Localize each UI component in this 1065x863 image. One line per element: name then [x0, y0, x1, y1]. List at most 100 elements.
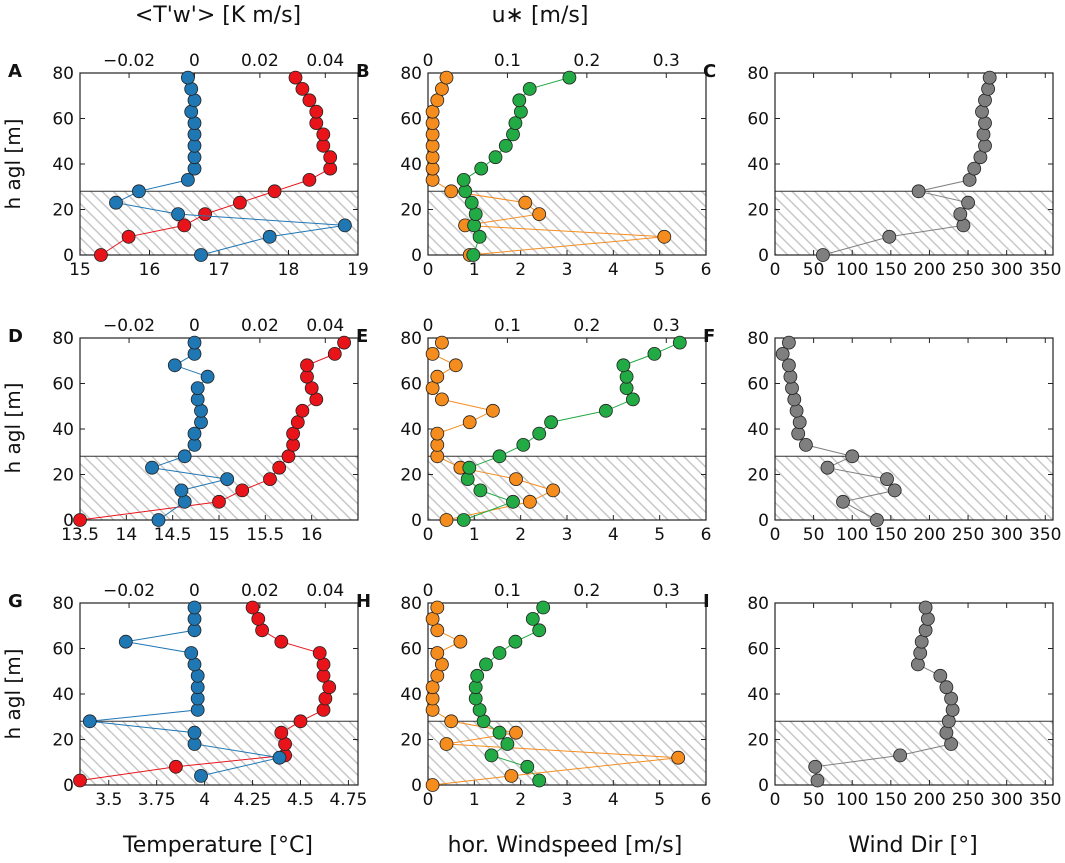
y-tick-label: 80: [52, 594, 74, 614]
x-tick-label-bottom: 4: [608, 525, 619, 545]
data-point: [975, 104, 989, 119]
x-tick-label-bottom: 15: [208, 525, 230, 545]
data-point: [485, 403, 500, 418]
data-point: [430, 600, 445, 615]
x-tick-label-bottom: 300: [990, 260, 1022, 280]
data-point: [458, 184, 473, 199]
data-point: [799, 437, 813, 452]
y-tick-label: 80: [400, 329, 422, 349]
data-point: [316, 127, 331, 142]
x-tick-label-top: 0.02: [241, 316, 279, 336]
data-point: [187, 116, 202, 130]
bottom-label-winddir: Wind Dir [°]: [848, 833, 978, 858]
x-tick-label-bottom: 50: [803, 260, 825, 280]
data-point: [522, 82, 537, 96]
y-tick-label: 80: [400, 594, 422, 614]
data-point: [616, 358, 631, 373]
series-u: [456, 335, 687, 527]
data-point: [121, 229, 136, 244]
data-point: [184, 104, 199, 119]
data-point: [300, 358, 314, 373]
data-point: [492, 449, 507, 464]
panel-letter: A: [8, 61, 22, 82]
x-tick-label-bottom: 300: [990, 525, 1022, 545]
data-point: [509, 725, 523, 740]
x-tick-label-top: 0.04: [306, 581, 344, 601]
top-label-ustar: u∗ [m/s]: [492, 3, 589, 28]
data-point: [981, 82, 995, 96]
y-tick-label: 80: [52, 64, 74, 84]
data-point: [532, 623, 547, 638]
data-point: [845, 449, 860, 464]
y-tick-label: 80: [747, 329, 769, 349]
data-point: [187, 600, 202, 615]
data-point: [267, 184, 282, 199]
panel-i: I 0 20 40 60 80 0 50 100 150 200 250 300 350: [703, 591, 1062, 810]
y-tick-label: 40: [747, 685, 769, 705]
data-point: [200, 369, 215, 384]
data-point: [512, 93, 527, 108]
data-point: [657, 229, 672, 244]
hatch-region: [775, 191, 1053, 255]
y-tick-label: 0: [411, 776, 422, 796]
y-tick-label: 0: [411, 511, 422, 531]
x-tick-label-bottom: 16: [301, 525, 323, 545]
y-tick-label: 0: [63, 511, 74, 531]
bottom-label-windspeed: hor. Windspeed [m/s]: [448, 833, 683, 858]
data-point: [460, 472, 475, 487]
data-point: [918, 600, 933, 615]
panel-letter: G: [8, 591, 23, 612]
x-tick-label-bottom: 17: [208, 260, 230, 280]
data-point: [982, 70, 997, 85]
x-tick-label-bottom: 13.5: [61, 525, 99, 545]
x-tick-label-top: 0.04: [306, 51, 344, 71]
data-point: [467, 218, 482, 233]
series-u: [468, 600, 551, 788]
x-tick-label-top: 0: [423, 51, 434, 71]
x-tick-label-bottom: 350: [1029, 260, 1061, 280]
data-point: [337, 335, 352, 350]
data-point: [672, 335, 687, 350]
y-tick-label: 0: [63, 246, 74, 266]
bottom-label-temperature: Temperature [°C]: [122, 833, 313, 858]
data-point: [456, 513, 471, 527]
x-tick-label-bottom: 250: [952, 525, 984, 545]
hatch-region: [775, 721, 1053, 785]
data-point: [808, 759, 823, 774]
y-tick-label: 0: [411, 246, 422, 266]
data-point: [870, 513, 884, 527]
data-point: [506, 494, 520, 509]
data-point: [508, 634, 523, 649]
panel-f: F 0 20 40 60 80 0 50 100 150 200 250 300 350: [703, 326, 1062, 545]
x-tick-label-top: 0.3: [653, 51, 680, 71]
data-point: [118, 634, 133, 649]
x-tick-label-bottom: 6: [701, 525, 712, 545]
y-tick-label: 60: [400, 640, 422, 660]
x-tick-label-top: 0.2: [573, 51, 600, 71]
x-tick-label-bottom: 100: [836, 790, 868, 810]
y-tick-label: 20: [52, 731, 74, 751]
y-tick-label: 20: [52, 201, 74, 221]
y-tick-label: 40: [747, 420, 769, 440]
x-tick-label-bottom: 1: [469, 790, 480, 810]
x-tick-label-bottom: 18: [278, 260, 300, 280]
x-tick-label-bottom: 350: [1029, 790, 1061, 810]
x-tick-label-top: 0.2: [573, 316, 600, 336]
data-point: [316, 703, 331, 717]
data-point: [810, 773, 825, 788]
x-tick-label-bottom: 14: [116, 525, 138, 545]
data-point: [190, 381, 205, 396]
data-point: [73, 513, 87, 527]
y-tick-label: 40: [747, 155, 769, 175]
x-tick-label-bottom: 2: [515, 260, 526, 280]
data-point: [448, 358, 463, 373]
data-point: [322, 680, 337, 695]
data-point: [887, 483, 902, 498]
data-point: [508, 116, 523, 130]
data-point: [187, 657, 202, 672]
y-tick-label: 60: [52, 640, 74, 660]
x-tick-label-bottom: 250: [952, 790, 984, 810]
y-tick-label: 60: [747, 640, 769, 660]
data-point: [978, 93, 992, 108]
x-tick-label-bottom: 250: [952, 260, 984, 280]
